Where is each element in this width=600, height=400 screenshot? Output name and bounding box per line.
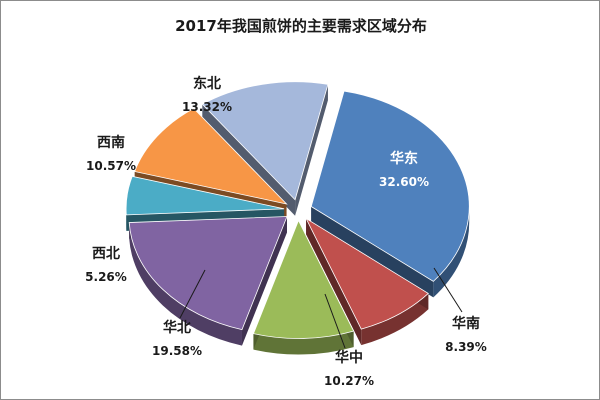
pie-slice-top xyxy=(128,216,288,331)
pie-slice-top xyxy=(310,90,470,282)
slice-value-label: 32.60% xyxy=(379,175,429,189)
pie-slice-top xyxy=(134,107,288,205)
pie-slice-3 xyxy=(252,219,355,355)
pie-slice-4 xyxy=(128,216,288,346)
pie-slice-wall xyxy=(311,206,434,298)
slice-name-label: 东北 xyxy=(193,75,221,92)
slice-value-label: 13.32% xyxy=(182,100,232,114)
pie-slice-2 xyxy=(305,217,429,346)
pie-slice-side xyxy=(361,293,429,346)
pie-slice-1 xyxy=(310,90,470,298)
slice-name-label: 华中 xyxy=(335,349,363,366)
pie-slice-wall xyxy=(295,84,328,216)
leader-line xyxy=(179,269,206,319)
slice-value-label: 5.26% xyxy=(85,270,127,284)
pie-slice-top xyxy=(125,175,285,216)
chart-title: 2017年我国煎饼的主要需求区域分布 xyxy=(175,17,427,35)
slice-value-label: 10.57% xyxy=(86,159,136,173)
slice-value-label: 19.58% xyxy=(152,344,202,358)
pie-slice-side xyxy=(253,331,354,355)
slice-value-label: 10.27% xyxy=(324,374,374,388)
slice-name-label: 西南 xyxy=(97,134,125,151)
pie-slice-side xyxy=(433,206,470,298)
slice-name-label: 西北 xyxy=(92,246,120,262)
pie-slice-wall xyxy=(306,218,362,346)
pie-slice-7 xyxy=(201,81,329,216)
pie-slice-wall xyxy=(241,216,287,346)
pie-slice-side xyxy=(129,222,242,346)
slice-name-label: 华南 xyxy=(452,315,480,332)
pie-slice-top xyxy=(201,81,329,201)
leader-line xyxy=(324,293,346,349)
leader-line xyxy=(433,267,463,313)
pie-slice-wall xyxy=(202,104,296,216)
slice-value-label: 8.39% xyxy=(445,340,487,354)
slice-name-label: 华北 xyxy=(163,319,191,336)
pie-slice-top xyxy=(252,219,355,339)
slice-name-label: 华东 xyxy=(390,150,418,167)
pie-slice-top xyxy=(305,217,429,330)
